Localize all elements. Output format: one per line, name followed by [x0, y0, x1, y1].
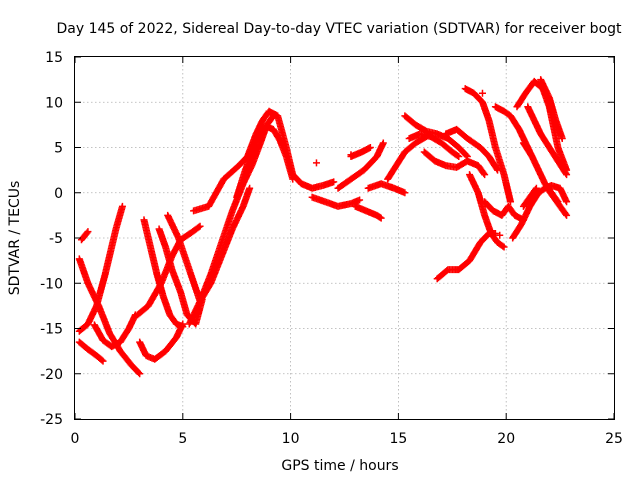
data-point [532, 184, 540, 192]
series-arc30 [509, 182, 571, 242]
series-arc35 [537, 76, 566, 142]
data-point [499, 242, 507, 250]
data-point [500, 243, 508, 251]
data-point [366, 144, 374, 151]
data-point [478, 89, 486, 97]
data-point [563, 198, 571, 206]
x-axis-label: GPS time / hours [281, 458, 398, 474]
data-point [455, 153, 463, 161]
data-point [507, 198, 515, 206]
x-tick-label: 15 [389, 431, 407, 447]
y-tick-label: -20 [40, 367, 63, 383]
data-point [481, 171, 489, 179]
series-arc13 [233, 123, 297, 201]
series-arc22 [405, 130, 463, 161]
series-arc8 [136, 320, 187, 363]
series-arc23 [420, 148, 489, 179]
data-point [401, 189, 409, 197]
data-point [531, 186, 539, 194]
series-arc18 [364, 180, 409, 197]
data-point [462, 151, 470, 159]
y-tick-label: 5 [54, 141, 63, 157]
series-arc25 [442, 125, 502, 174]
series-arc1 [75, 202, 126, 335]
y-tick-label: 0 [54, 186, 63, 202]
data-point [99, 357, 107, 365]
series-arc27 [466, 171, 508, 251]
data-point [563, 171, 571, 179]
plot-frame [74, 56, 615, 420]
series-arc26 [461, 85, 515, 206]
series-arc5 [90, 311, 139, 351]
series-arc14 [289, 171, 338, 192]
isolated-points [312, 89, 504, 239]
data-point [84, 228, 92, 236]
data-point [83, 229, 91, 237]
data-point [388, 183, 396, 191]
data-point [195, 223, 203, 231]
series-arc34 [543, 184, 571, 219]
series-arc15 [308, 193, 364, 210]
series-arc31 [513, 77, 571, 174]
series-arc33 [524, 103, 571, 179]
data-point [246, 184, 254, 192]
data-point [135, 369, 143, 377]
y-tick-label: 15 [45, 50, 63, 66]
x-tick-label: 25 [605, 431, 623, 447]
series-arc36 [519, 184, 540, 210]
data-point [98, 356, 106, 364]
series-arc4 [77, 228, 92, 244]
series-arc16 [334, 139, 387, 192]
data-point [562, 210, 570, 218]
x-tick-label: 0 [71, 431, 80, 447]
series-arc11 [185, 112, 277, 328]
data-point [118, 202, 126, 210]
x-tick-label: 5 [178, 431, 187, 447]
data-point [558, 134, 566, 142]
data-point [356, 196, 364, 204]
y-tick-label: 10 [45, 95, 63, 111]
data-point [347, 151, 355, 159]
data-point [136, 370, 144, 378]
y-tick-label: -25 [40, 412, 63, 428]
x-tick-label: 20 [497, 431, 515, 447]
x-tick-label: 10 [282, 431, 300, 447]
series-arc3 [75, 338, 107, 365]
data-point [312, 159, 320, 167]
chart-title: Day 145 of 2022, Sidereal Day-to-day VTE… [56, 21, 622, 37]
data-point [377, 214, 385, 222]
data-point [379, 139, 387, 147]
data-point [562, 169, 570, 177]
data-point [480, 169, 488, 177]
data-point [330, 178, 338, 186]
y-tick-label: -10 [40, 276, 63, 292]
data-point [496, 231, 504, 239]
y-tick-label: -5 [49, 231, 63, 247]
axis-ticks: 0 5 10 15 20 25 -25 -20 -15 -10 -5 0 5 10 15 [40, 50, 623, 447]
data-markers [75, 76, 571, 378]
y-tick-label: -15 [40, 322, 63, 338]
series-arc17 [351, 202, 385, 222]
data-point [196, 222, 204, 230]
data-point [453, 152, 461, 160]
data-point [563, 211, 571, 219]
series-arc20 [384, 133, 430, 183]
y-axis-label: SDTVAR / TECUs [7, 181, 23, 296]
data-point [179, 320, 187, 328]
